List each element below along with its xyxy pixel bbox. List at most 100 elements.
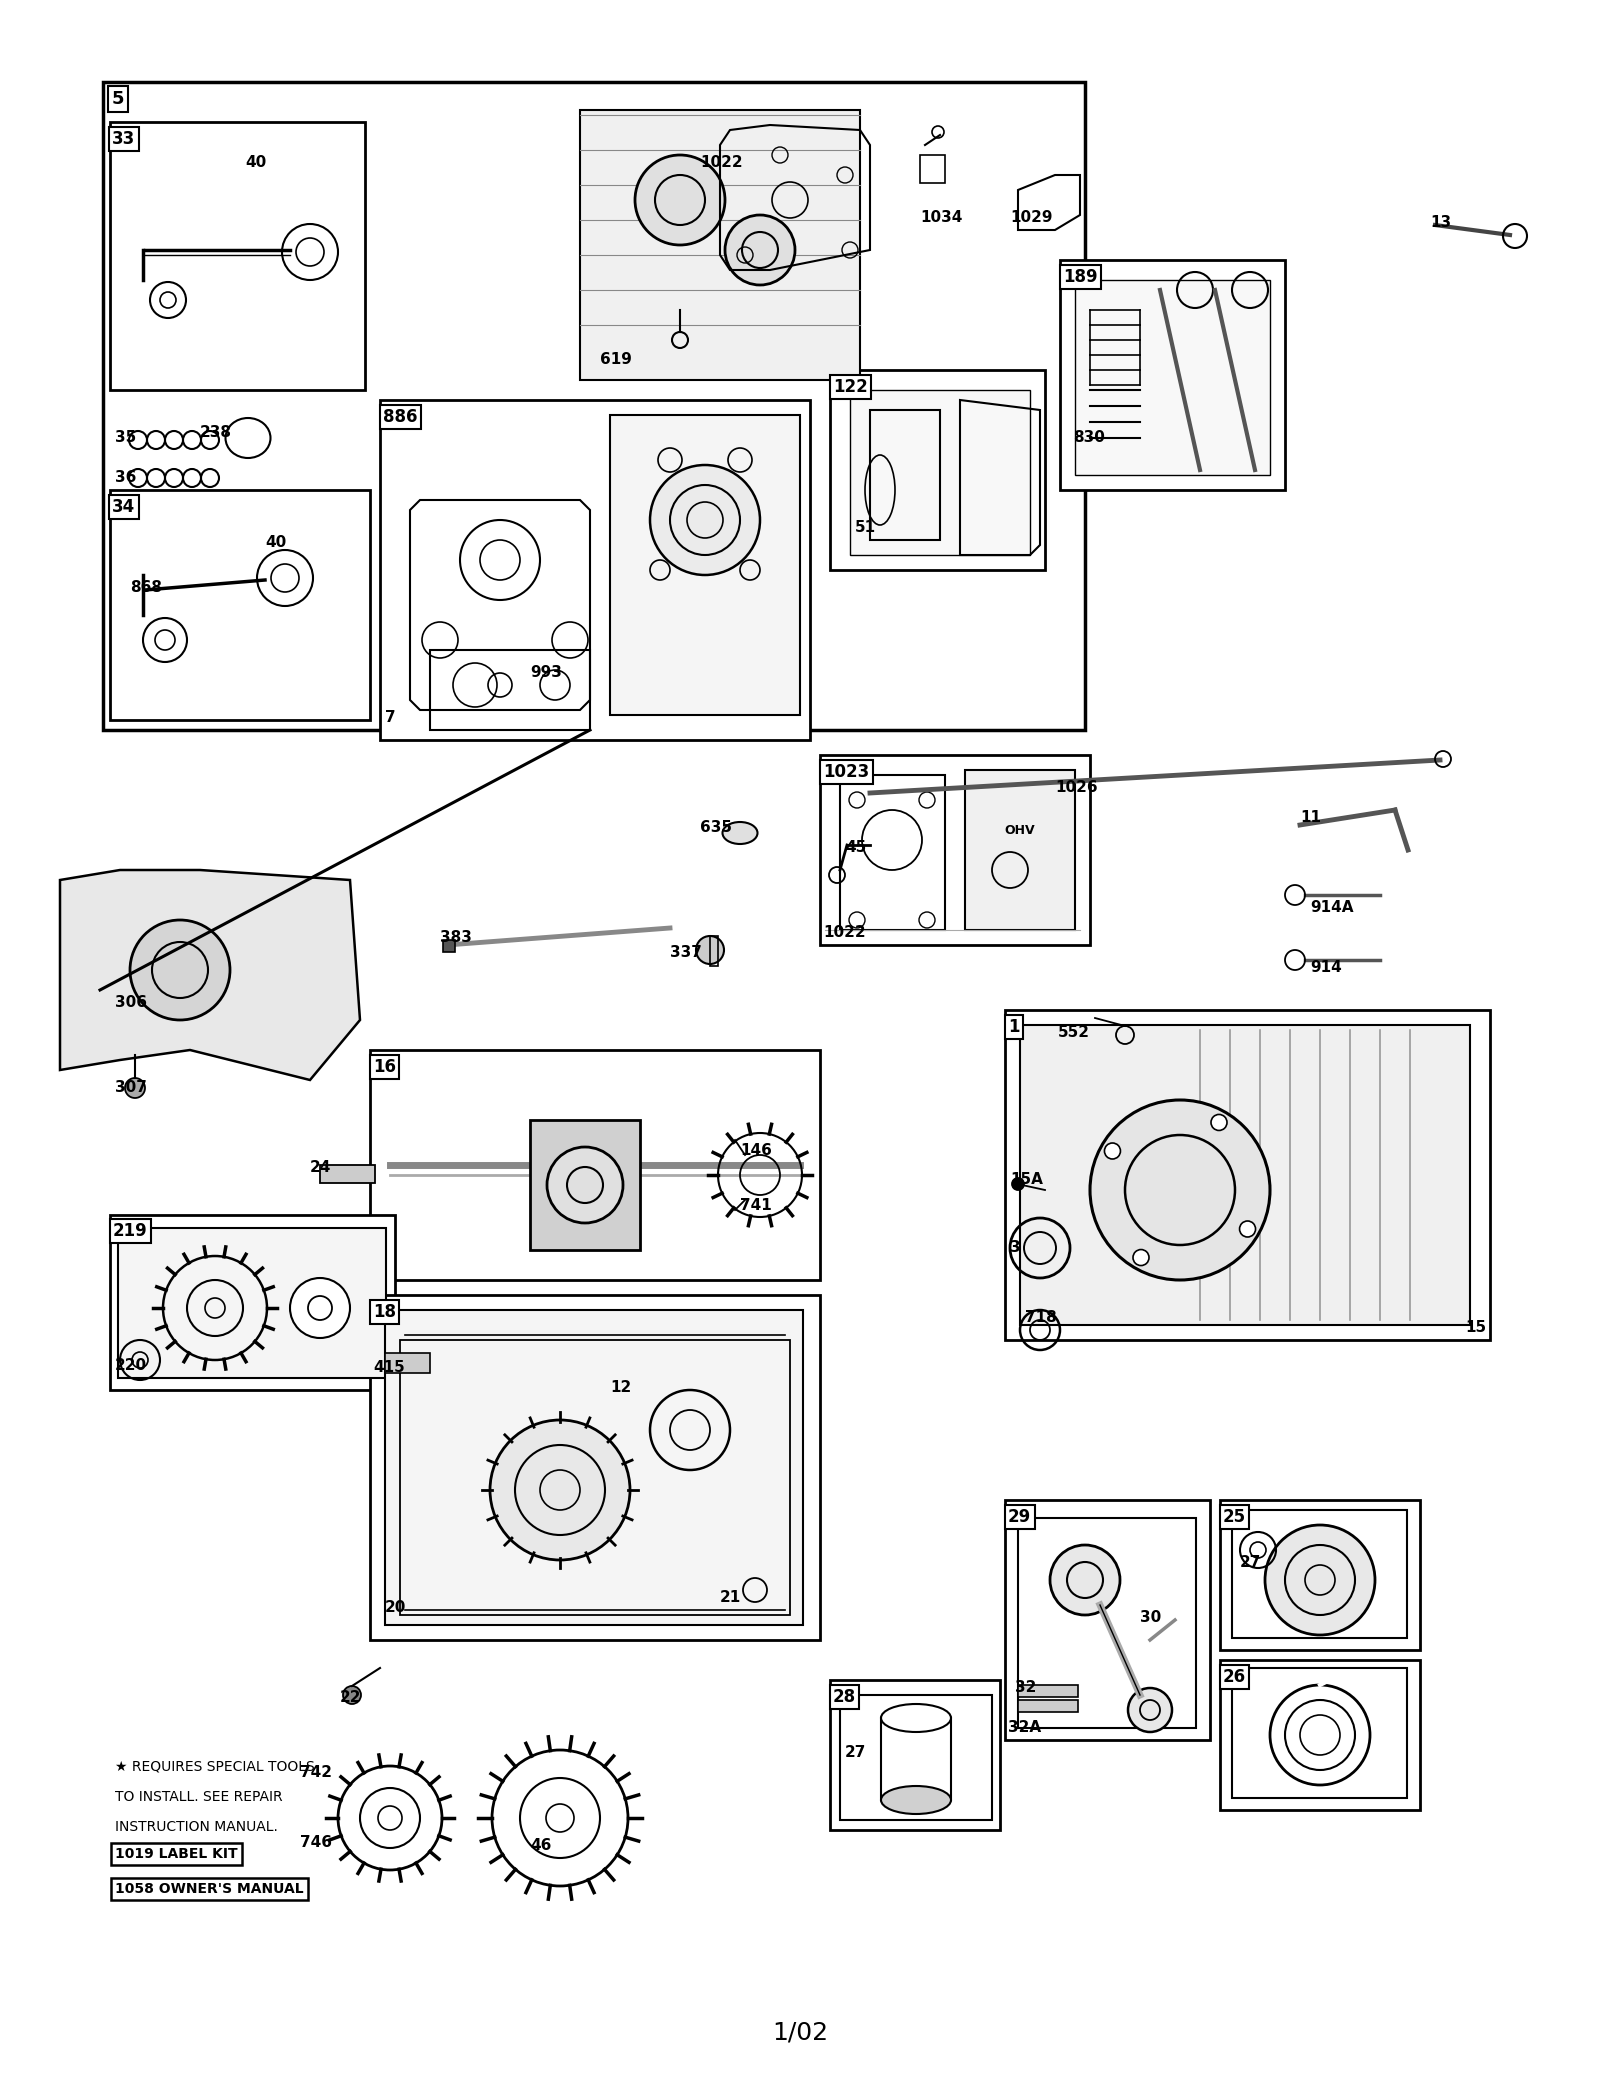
- Text: 11: 11: [1299, 809, 1322, 826]
- Circle shape: [1050, 1546, 1120, 1614]
- Text: ★ REQUIRES SPECIAL TOOLS: ★ REQUIRES SPECIAL TOOLS: [115, 1760, 315, 1774]
- Text: 306: 306: [115, 996, 147, 1011]
- Circle shape: [1090, 1100, 1270, 1280]
- Circle shape: [1104, 1143, 1120, 1160]
- Text: 21: 21: [720, 1589, 741, 1604]
- Circle shape: [1013, 1179, 1024, 1189]
- Circle shape: [1240, 1220, 1256, 1237]
- Circle shape: [725, 216, 795, 284]
- Bar: [110, 122, 365, 390]
- Text: 635: 635: [701, 820, 733, 834]
- Bar: [1221, 1660, 1421, 1809]
- Bar: [1005, 1500, 1210, 1741]
- Text: 27: 27: [1240, 1554, 1261, 1571]
- Circle shape: [125, 1079, 146, 1098]
- Text: 1026: 1026: [1054, 780, 1098, 795]
- Text: 3: 3: [1010, 1241, 1021, 1255]
- Polygon shape: [61, 869, 360, 1079]
- Text: 32A: 32A: [1008, 1720, 1042, 1735]
- Text: 28: 28: [834, 1687, 856, 1706]
- Text: 1: 1: [1008, 1019, 1019, 1035]
- Circle shape: [635, 156, 725, 245]
- Text: 220: 220: [115, 1357, 147, 1374]
- Text: 16: 16: [373, 1058, 397, 1077]
- Text: 51: 51: [854, 521, 877, 535]
- Circle shape: [130, 919, 230, 1021]
- Text: 868: 868: [130, 581, 162, 596]
- Text: 5: 5: [112, 89, 125, 108]
- Text: 337: 337: [670, 944, 702, 961]
- Bar: [850, 390, 1030, 554]
- Text: 552: 552: [1058, 1025, 1090, 1040]
- Bar: [819, 755, 1090, 944]
- Text: 993: 993: [530, 664, 562, 681]
- Text: 238: 238: [200, 425, 232, 440]
- Bar: [1018, 1519, 1197, 1728]
- Text: 742: 742: [301, 1766, 333, 1780]
- Text: 35: 35: [115, 430, 136, 444]
- Text: 1019 LABEL KIT: 1019 LABEL KIT: [115, 1847, 238, 1861]
- Text: 619: 619: [600, 353, 632, 367]
- Text: 29: 29: [1008, 1509, 1032, 1525]
- Bar: [920, 156, 946, 183]
- Circle shape: [1211, 1114, 1227, 1131]
- Bar: [830, 1681, 1000, 1830]
- Bar: [965, 770, 1075, 930]
- Bar: [370, 1050, 819, 1280]
- Bar: [610, 415, 800, 716]
- Text: 914: 914: [1310, 961, 1342, 975]
- Text: 1023: 1023: [822, 764, 869, 780]
- Text: 22: 22: [339, 1689, 362, 1706]
- Bar: [840, 1695, 992, 1820]
- Text: 1034: 1034: [920, 210, 962, 224]
- Text: 383: 383: [440, 930, 472, 944]
- Text: 146: 146: [739, 1143, 771, 1158]
- Text: 13: 13: [1430, 216, 1451, 230]
- Text: 18: 18: [373, 1303, 397, 1322]
- Text: 7: 7: [386, 710, 395, 724]
- Circle shape: [290, 1278, 350, 1338]
- Circle shape: [490, 1419, 630, 1560]
- Text: 1022: 1022: [701, 156, 742, 170]
- Text: 15: 15: [1466, 1320, 1486, 1334]
- Bar: [102, 83, 1085, 730]
- Circle shape: [650, 465, 760, 575]
- Ellipse shape: [723, 822, 757, 845]
- Text: 415: 415: [373, 1359, 405, 1376]
- Circle shape: [547, 1147, 622, 1222]
- Text: 122: 122: [834, 378, 867, 396]
- Bar: [430, 649, 590, 730]
- Circle shape: [1128, 1687, 1171, 1733]
- Text: 718: 718: [1026, 1309, 1056, 1326]
- Text: 741: 741: [739, 1197, 771, 1214]
- Bar: [443, 940, 454, 952]
- Bar: [1005, 1011, 1490, 1340]
- Circle shape: [696, 936, 723, 965]
- Bar: [320, 1164, 374, 1183]
- Text: 307: 307: [115, 1079, 147, 1096]
- Bar: [1075, 280, 1270, 475]
- Ellipse shape: [882, 1787, 950, 1814]
- Text: 32: 32: [1014, 1681, 1037, 1695]
- Circle shape: [1266, 1525, 1374, 1635]
- Bar: [118, 1228, 386, 1378]
- Bar: [1021, 1025, 1470, 1326]
- Text: 914A: 914A: [1310, 901, 1354, 915]
- Text: 1/02: 1/02: [771, 2019, 829, 2044]
- Text: INSTRUCTION MANUAL.: INSTRUCTION MANUAL.: [115, 1820, 278, 1834]
- Bar: [1232, 1511, 1406, 1637]
- Text: 24: 24: [310, 1160, 331, 1174]
- Bar: [400, 1340, 790, 1614]
- Text: 219: 219: [114, 1222, 147, 1241]
- Text: 189: 189: [1062, 268, 1098, 286]
- Text: 30: 30: [1139, 1610, 1162, 1625]
- Text: 40: 40: [245, 156, 266, 170]
- Text: 1058 OWNER'S MANUAL: 1058 OWNER'S MANUAL: [115, 1882, 304, 1897]
- Bar: [1232, 1668, 1406, 1799]
- Bar: [110, 490, 370, 720]
- Bar: [110, 1216, 395, 1390]
- Text: 33: 33: [112, 131, 136, 147]
- Text: 36: 36: [115, 471, 136, 486]
- Text: 1022: 1022: [822, 925, 866, 940]
- Bar: [579, 110, 861, 380]
